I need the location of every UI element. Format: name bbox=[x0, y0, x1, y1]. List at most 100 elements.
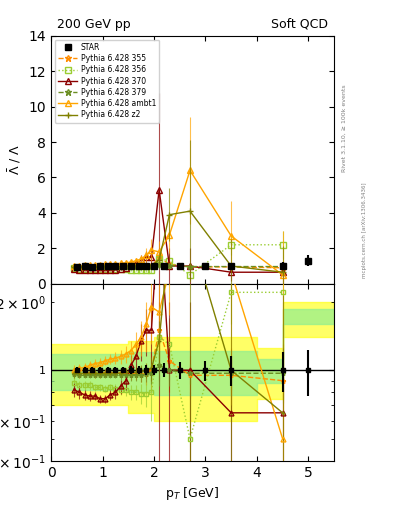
Pythia 6.428 356 bbox=[157, 256, 162, 262]
Pythia 6.428 z2 bbox=[82, 264, 87, 270]
Pythia 6.428 ambt1 bbox=[167, 232, 172, 238]
Text: Rivet 3.1.10, ≥ 100k events: Rivet 3.1.10, ≥ 100k events bbox=[342, 84, 347, 172]
Pythia 6.428 370 bbox=[144, 254, 149, 260]
Pythia 6.428 379 bbox=[187, 264, 192, 270]
Pythia 6.428 z2 bbox=[118, 264, 123, 270]
Pythia 6.428 379 bbox=[157, 262, 162, 268]
Legend: STAR, Pythia 6.428 355, Pythia 6.428 356, Pythia 6.428 370, Pythia 6.428 379, Py: STAR, Pythia 6.428 355, Pythia 6.428 356… bbox=[55, 39, 159, 122]
Pythia 6.428 z2 bbox=[108, 264, 113, 270]
Pythia 6.428 355 bbox=[167, 261, 172, 267]
Pythia 6.428 370 bbox=[118, 266, 123, 272]
Pythia 6.428 355 bbox=[118, 264, 123, 270]
Pythia 6.428 356 bbox=[280, 242, 285, 248]
Pythia 6.428 370 bbox=[187, 263, 192, 269]
Pythia 6.428 356 bbox=[72, 265, 77, 271]
Pythia 6.428 ambt1 bbox=[77, 263, 82, 269]
Pythia 6.428 z2 bbox=[157, 257, 162, 263]
Pythia 6.428 356 bbox=[87, 265, 92, 271]
Pythia 6.428 370 bbox=[139, 257, 143, 263]
Line: Pythia 6.428 356: Pythia 6.428 356 bbox=[72, 242, 285, 278]
Pythia 6.428 355 bbox=[129, 264, 133, 270]
Pythia 6.428 379 bbox=[229, 264, 233, 270]
Pythia 6.428 379 bbox=[97, 264, 102, 270]
Text: Soft QCD: Soft QCD bbox=[272, 18, 329, 31]
Pythia 6.428 356 bbox=[77, 265, 82, 271]
Pythia 6.428 356 bbox=[144, 267, 149, 273]
Pythia 6.428 379 bbox=[129, 264, 133, 270]
Pythia 6.428 370 bbox=[229, 269, 233, 275]
Pythia 6.428 z2 bbox=[123, 263, 128, 269]
Pythia 6.428 370 bbox=[149, 254, 154, 260]
Pythia 6.428 356 bbox=[149, 266, 154, 272]
Pythia 6.428 356 bbox=[134, 266, 138, 272]
Pythia 6.428 379 bbox=[87, 264, 92, 270]
Pythia 6.428 ambt1 bbox=[108, 261, 113, 267]
Pythia 6.428 356 bbox=[139, 267, 143, 273]
Y-axis label: $\bar{\Lambda}$ / $\Lambda$: $\bar{\Lambda}$ / $\Lambda$ bbox=[7, 144, 23, 176]
Pythia 6.428 356 bbox=[97, 266, 102, 272]
Pythia 6.428 356 bbox=[92, 266, 97, 272]
Pythia 6.428 379 bbox=[108, 264, 113, 270]
Pythia 6.428 ambt1 bbox=[87, 262, 92, 268]
Pythia 6.428 z2 bbox=[113, 264, 118, 270]
Pythia 6.428 ambt1 bbox=[113, 261, 118, 267]
Pythia 6.428 355 bbox=[134, 264, 138, 270]
Pythia 6.428 ambt1 bbox=[187, 167, 192, 174]
Pythia 6.428 ambt1 bbox=[149, 247, 154, 253]
Pythia 6.428 356 bbox=[187, 272, 192, 278]
Pythia 6.428 z2 bbox=[87, 264, 92, 270]
Pythia 6.428 370 bbox=[77, 266, 82, 272]
Pythia 6.428 370 bbox=[113, 266, 118, 272]
Pythia 6.428 379 bbox=[113, 264, 118, 270]
Pythia 6.428 355 bbox=[87, 264, 92, 270]
Pythia 6.428 356 bbox=[229, 242, 233, 248]
Pythia 6.428 356 bbox=[129, 266, 133, 272]
Pythia 6.428 355 bbox=[77, 264, 82, 270]
Line: Pythia 6.428 z2: Pythia 6.428 z2 bbox=[72, 208, 285, 275]
Text: 200 GeV pp: 200 GeV pp bbox=[57, 18, 130, 31]
Pythia 6.428 370 bbox=[82, 267, 87, 273]
Pythia 6.428 379 bbox=[139, 264, 143, 270]
Pythia 6.428 z2 bbox=[72, 264, 77, 270]
Pythia 6.428 379 bbox=[149, 264, 154, 270]
X-axis label: p$_{T}$ [GeV]: p$_{T}$ [GeV] bbox=[165, 485, 220, 502]
Pythia 6.428 355 bbox=[157, 254, 162, 260]
Pythia 6.428 ambt1 bbox=[92, 262, 97, 268]
Pythia 6.428 355 bbox=[103, 264, 107, 270]
Pythia 6.428 ambt1 bbox=[139, 256, 143, 262]
Text: mcplots.cern.ch [arXiv:1306.3436]: mcplots.cern.ch [arXiv:1306.3436] bbox=[362, 183, 367, 278]
Pythia 6.428 ambt1 bbox=[280, 272, 285, 278]
Pythia 6.428 370 bbox=[123, 265, 128, 271]
Pythia 6.428 356 bbox=[113, 266, 118, 272]
Line: Pythia 6.428 379: Pythia 6.428 379 bbox=[72, 262, 285, 270]
Pythia 6.428 370 bbox=[157, 187, 162, 193]
Line: Pythia 6.428 355: Pythia 6.428 355 bbox=[72, 254, 285, 270]
Pythia 6.428 ambt1 bbox=[97, 262, 102, 268]
Pythia 6.428 z2 bbox=[129, 263, 133, 269]
Pythia 6.428 370 bbox=[92, 267, 97, 273]
Pythia 6.428 355 bbox=[144, 264, 149, 270]
Pythia 6.428 z2 bbox=[149, 263, 154, 269]
Pythia 6.428 379 bbox=[134, 264, 138, 270]
Pythia 6.428 ambt1 bbox=[123, 260, 128, 266]
Pythia 6.428 370 bbox=[87, 267, 92, 273]
Pythia 6.428 379 bbox=[77, 264, 82, 270]
Pythia 6.428 z2 bbox=[97, 264, 102, 270]
Pythia 6.428 356 bbox=[118, 266, 123, 272]
Pythia 6.428 356 bbox=[123, 266, 128, 272]
Pythia 6.428 z2 bbox=[167, 211, 172, 218]
Pythia 6.428 355 bbox=[108, 264, 113, 270]
Pythia 6.428 355 bbox=[97, 264, 102, 270]
Pythia 6.428 370 bbox=[280, 269, 285, 275]
Pythia 6.428 z2 bbox=[92, 264, 97, 270]
Pythia 6.428 ambt1 bbox=[82, 263, 87, 269]
Pythia 6.428 379 bbox=[144, 264, 149, 270]
Pythia 6.428 ambt1 bbox=[103, 261, 107, 267]
Pythia 6.428 355 bbox=[149, 263, 154, 269]
Line: Pythia 6.428 370: Pythia 6.428 370 bbox=[72, 187, 285, 275]
Pythia 6.428 355 bbox=[187, 264, 192, 270]
Pythia 6.428 z2 bbox=[229, 263, 233, 269]
Pythia 6.428 355 bbox=[229, 264, 233, 270]
Pythia 6.428 z2 bbox=[280, 269, 285, 275]
Pythia 6.428 ambt1 bbox=[144, 252, 149, 259]
